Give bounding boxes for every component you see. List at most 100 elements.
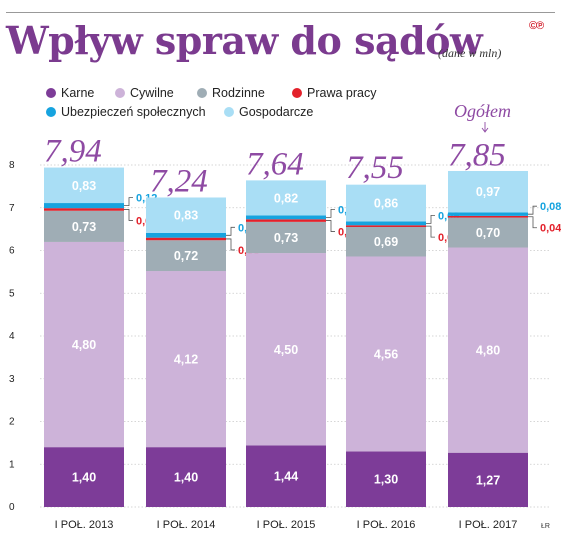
author-credit: ŁR bbox=[541, 523, 550, 530]
legend-item-karne: Karne bbox=[46, 86, 94, 100]
bar-segment bbox=[146, 271, 226, 448]
label-connector bbox=[426, 225, 435, 238]
bar-segment bbox=[448, 170, 528, 213]
bar-segment bbox=[246, 253, 326, 446]
bar-segment bbox=[448, 212, 528, 216]
data-label: 0,72 bbox=[174, 249, 198, 263]
legend-label: Gospodarcze bbox=[239, 105, 314, 119]
legend-label: Karne bbox=[61, 86, 95, 100]
data-label: 0,08 bbox=[540, 201, 561, 213]
data-label: 1,30 bbox=[374, 473, 398, 487]
bar-segment bbox=[246, 445, 326, 507]
data-label: 0,82 bbox=[274, 191, 298, 205]
y-tick-label: 0 bbox=[9, 502, 15, 513]
legend-label: Cywilne bbox=[130, 86, 174, 100]
data-label: 1,44 bbox=[274, 470, 298, 484]
legend-label: Ubezpieczeń społecznych bbox=[61, 105, 206, 119]
y-tick-label: 1 bbox=[9, 459, 15, 470]
bar-segment bbox=[146, 197, 226, 233]
y-tick-label: 4 bbox=[9, 331, 15, 342]
legend-swatch bbox=[46, 88, 56, 98]
x-tick-label: I POŁ. 2017 bbox=[459, 519, 518, 531]
data-label: 1,40 bbox=[174, 471, 198, 485]
data-label: 0,04 bbox=[540, 223, 561, 235]
bar-segment bbox=[448, 215, 528, 218]
bar-segment bbox=[246, 221, 326, 254]
y-tick-label: 8 bbox=[9, 160, 15, 171]
bar-segment bbox=[44, 208, 124, 211]
total-annotation: Ogółem bbox=[454, 101, 511, 121]
x-tick-label: I POŁ. 2016 bbox=[357, 519, 416, 531]
data-label: 0,86 bbox=[374, 197, 398, 211]
data-label: 0,69 bbox=[374, 235, 398, 249]
bar-segment bbox=[246, 180, 326, 216]
bar-segment bbox=[448, 247, 528, 453]
bar-segment bbox=[346, 184, 426, 222]
label-connector bbox=[124, 209, 133, 221]
data-label: 0,73 bbox=[274, 231, 298, 245]
data-label: 0,83 bbox=[174, 209, 198, 223]
label-connector bbox=[226, 226, 235, 236]
bar-segment bbox=[448, 217, 528, 248]
chart-subtitle: (dane w mln) bbox=[438, 46, 502, 60]
x-tick-label: I POŁ. 2015 bbox=[257, 519, 316, 531]
bar-segment bbox=[146, 237, 226, 241]
bar-segment bbox=[448, 452, 528, 507]
total-label: 7,24 bbox=[150, 163, 208, 199]
legend-item-gospodarcze: Gospodarcze bbox=[224, 105, 313, 119]
bar-segment bbox=[346, 256, 426, 452]
total-label: 7,55 bbox=[346, 150, 404, 186]
bar-segment bbox=[246, 215, 326, 220]
label-connector bbox=[326, 220, 335, 232]
bar-segment bbox=[44, 241, 124, 448]
data-label: 1,40 bbox=[72, 471, 96, 485]
legend-item-rodzinne: Rodzinne bbox=[197, 86, 265, 100]
label-connector bbox=[326, 208, 335, 218]
x-tick-label: I POŁ. 2013 bbox=[55, 519, 114, 531]
label-connector bbox=[528, 205, 537, 215]
annotation-arrow bbox=[481, 122, 489, 133]
bar-segment bbox=[146, 447, 226, 507]
bar-segment bbox=[346, 225, 426, 227]
bar-segment bbox=[246, 219, 326, 222]
chart-title: Wpływ spraw do sądów bbox=[6, 18, 483, 63]
data-label: 0,73 bbox=[72, 220, 96, 234]
x-tick-label: I POŁ. 2014 bbox=[157, 519, 216, 531]
publisher-logo: ©℗ bbox=[529, 20, 544, 32]
label-connector bbox=[528, 216, 537, 229]
bar-segment bbox=[146, 240, 226, 272]
bar-segment bbox=[44, 210, 124, 242]
legend-swatch bbox=[197, 88, 207, 98]
y-tick-label: 2 bbox=[9, 417, 15, 428]
bar-segment bbox=[44, 447, 124, 507]
data-label: 4,12 bbox=[174, 353, 198, 367]
legend-swatch bbox=[224, 107, 234, 117]
data-label: 0,97 bbox=[476, 185, 500, 199]
y-tick-label: 7 bbox=[9, 203, 15, 214]
label-connector bbox=[124, 197, 133, 207]
bar-segment bbox=[44, 203, 124, 209]
legend-label: Prawa pracy bbox=[307, 86, 377, 100]
y-tick-label: 5 bbox=[9, 288, 15, 299]
total-label: 7,64 bbox=[246, 146, 304, 182]
label-connector bbox=[226, 238, 235, 251]
legend-label: Rodzinne bbox=[212, 86, 265, 100]
legend-item-cywilne: Cywilne bbox=[115, 86, 174, 100]
legend-swatch bbox=[115, 88, 125, 98]
top-rule bbox=[6, 12, 555, 13]
bar-segment bbox=[346, 221, 426, 226]
data-label: 0,83 bbox=[72, 179, 96, 193]
legend-swatch bbox=[292, 88, 302, 98]
data-label: 4,56 bbox=[374, 347, 398, 361]
bar-segment bbox=[346, 226, 426, 257]
y-tick-label: 3 bbox=[9, 374, 15, 385]
y-tick-label: 6 bbox=[9, 246, 15, 257]
legend-item-prawa-pracy: Prawa pracy bbox=[292, 86, 376, 100]
data-label: 4,80 bbox=[72, 338, 96, 352]
data-label: 4,50 bbox=[274, 343, 298, 357]
bar-segment bbox=[146, 232, 226, 238]
bar-segment bbox=[346, 451, 426, 507]
total-label: 7,94 bbox=[44, 134, 102, 170]
